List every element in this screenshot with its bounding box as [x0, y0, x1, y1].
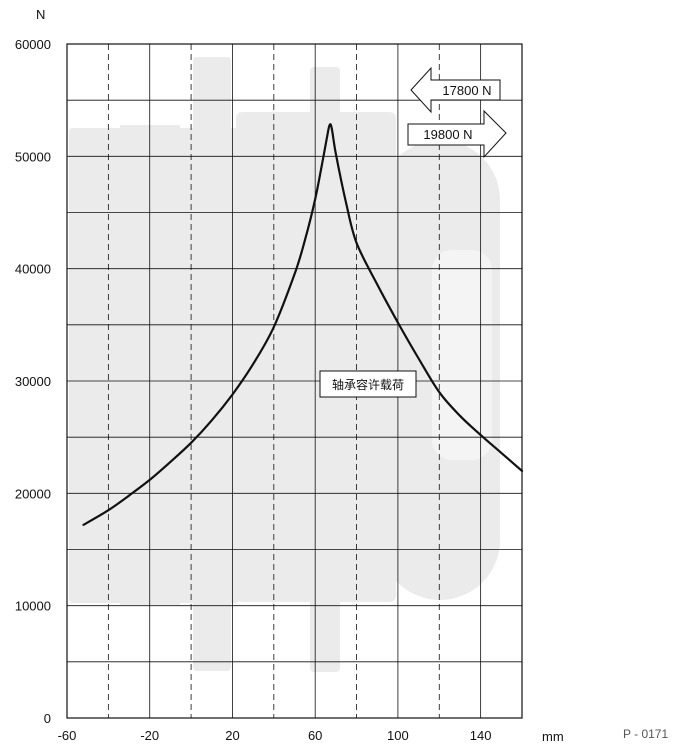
x-tick-label: -20 [140, 728, 159, 743]
y-tick-label: 60000 [15, 37, 51, 52]
y-tick-label: 50000 [15, 149, 51, 164]
x-tick-label: -60 [58, 728, 77, 743]
y-tick-label: 20000 [15, 486, 51, 501]
y-tick-label: 0 [44, 711, 51, 726]
y-tick-labels: 0 10000 20000 30000 40000 50000 60000 [15, 37, 51, 726]
y-axis-label: N [36, 7, 45, 22]
x-axis-unit-label: mm [542, 729, 564, 744]
figure-code: P - 0171 [623, 727, 668, 741]
y-tick-label: 10000 [15, 599, 51, 614]
x-tick-label: 60 [308, 728, 322, 743]
force-label-right: 19800 N [423, 127, 472, 142]
curve-label-box: 轴承容许载荷 [319, 370, 417, 398]
x-tick-label: 140 [470, 728, 492, 743]
y-tick-label: 30000 [15, 374, 51, 389]
force-arrow-left: 17800 N [410, 66, 501, 114]
x-tick-label: 20 [225, 728, 239, 743]
y-tick-label: 40000 [15, 262, 51, 277]
x-tick-label: 100 [387, 728, 409, 743]
vertical-gridlines [107, 44, 482, 718]
bearing-load-curve [82, 123, 524, 526]
force-arrow-right: 19800 N [407, 109, 507, 159]
x-tick-labels: -60 -20 20 60 100 140 [58, 728, 492, 743]
background-gearbox-drawing [69, 57, 500, 672]
force-label-left: 17800 N [442, 83, 491, 98]
curve-label: 轴承容许载荷 [332, 377, 404, 392]
